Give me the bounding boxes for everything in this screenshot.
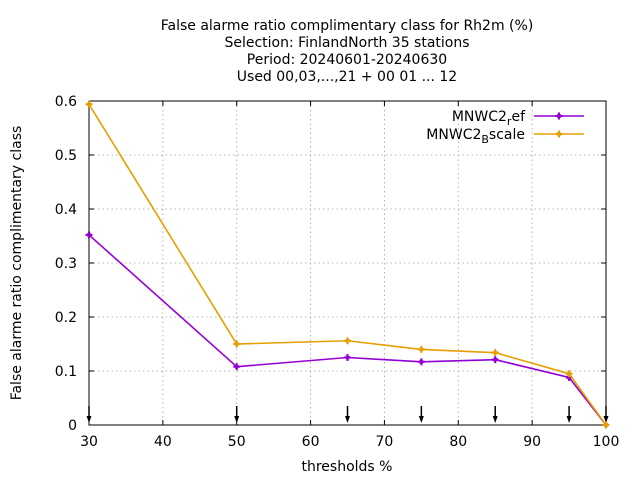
data-point bbox=[344, 337, 351, 345]
data-point bbox=[602, 421, 610, 429]
y-tick-label: 0.2 bbox=[55, 310, 77, 326]
data-point bbox=[233, 363, 241, 371]
data-point bbox=[417, 358, 425, 366]
y-tick-label: 0.3 bbox=[55, 256, 77, 272]
x-tick-label: 50 bbox=[228, 434, 246, 450]
data-point bbox=[233, 340, 241, 348]
series-line bbox=[88, 234, 607, 426]
axis-ticks: 30 40 50 60 70 80 90 100 0 0.1 0.2 0.3 0.4 0.5 0.6 bbox=[55, 94, 620, 450]
data-point bbox=[491, 356, 499, 364]
x-tick-label: 80 bbox=[449, 434, 467, 450]
x-tick-label: 40 bbox=[154, 434, 172, 450]
threshold-arrows bbox=[86, 406, 609, 423]
y-tick-label: 0.4 bbox=[55, 202, 77, 218]
threshold-arrow bbox=[492, 406, 498, 423]
x-tick-label: 90 bbox=[523, 434, 541, 450]
chart-title-line: Period: 20240601-20240630 bbox=[247, 52, 447, 68]
legend-entry: MNWC2Bscale bbox=[426, 127, 584, 146]
threshold-arrow bbox=[345, 406, 350, 423]
legend-entry: MNWC2ref bbox=[452, 109, 584, 128]
data-point bbox=[491, 349, 499, 357]
chart-title: False alarme ratio complimentary class f… bbox=[161, 18, 534, 85]
chart-title-line: Selection: FinlandNorth 35 stations bbox=[224, 35, 469, 51]
series-lines bbox=[85, 100, 610, 429]
data-point bbox=[344, 354, 351, 361]
chart-title-line: False alarme ratio complimentary class f… bbox=[161, 18, 534, 34]
x-tick-label: 70 bbox=[376, 434, 394, 450]
y-tick-label: 0 bbox=[68, 418, 77, 434]
chart-title-line: Used 00,03,...,21 + 00 01 ... 12 bbox=[237, 69, 457, 85]
y-tick-label: 0.6 bbox=[55, 94, 77, 110]
series bbox=[85, 231, 610, 429]
y-axis-label: False alarme ratio complimentary class bbox=[9, 126, 25, 401]
y-tick-label: 0.5 bbox=[55, 148, 77, 164]
x-axis-label: thresholds % bbox=[302, 459, 393, 475]
data-point bbox=[565, 370, 573, 378]
legend-label: MNWC2ref bbox=[452, 109, 526, 128]
data-point bbox=[85, 100, 93, 108]
x-tick-label: 100 bbox=[593, 434, 620, 450]
threshold-arrow bbox=[566, 406, 572, 423]
data-point bbox=[417, 345, 425, 353]
legend-label: MNWC2Bscale bbox=[426, 127, 525, 146]
series-line bbox=[88, 103, 607, 426]
y-tick-label: 0.1 bbox=[55, 364, 77, 380]
threshold-arrow bbox=[234, 406, 240, 423]
threshold-arrow bbox=[86, 406, 92, 423]
series bbox=[85, 100, 610, 429]
x-tick-label: 30 bbox=[80, 434, 98, 450]
x-tick-label: 60 bbox=[302, 434, 320, 450]
grid bbox=[89, 101, 606, 425]
threshold-arrow bbox=[418, 406, 424, 423]
threshold-arrow bbox=[603, 406, 609, 423]
data-point bbox=[85, 231, 93, 239]
